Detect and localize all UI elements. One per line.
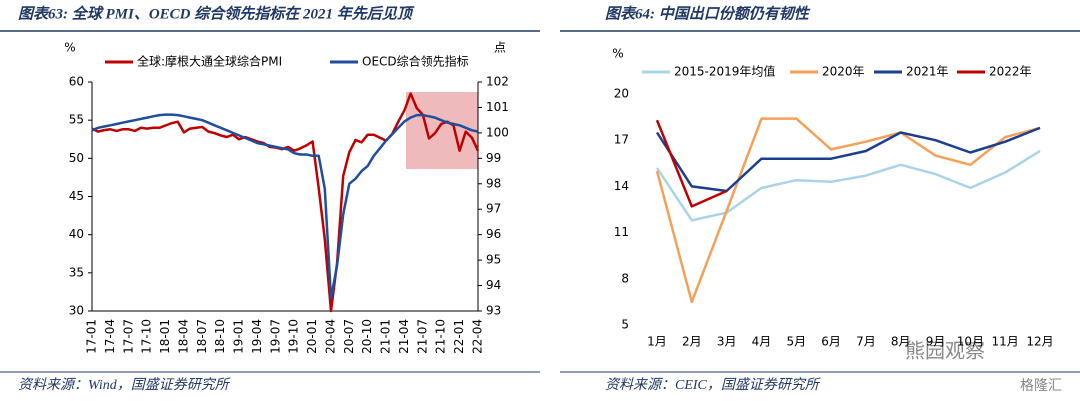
series-line xyxy=(91,113,479,300)
y-tick-label: 35 xyxy=(69,265,84,279)
y-tick-label: 50 xyxy=(69,151,84,165)
y-axis-label: % xyxy=(64,41,75,55)
x-tick-label: 5月 xyxy=(786,335,806,349)
y-tick-label: 14 xyxy=(614,179,629,193)
x-tick-label: 9月 xyxy=(926,335,946,349)
y2-tick-label: 99 xyxy=(486,151,501,165)
x-tick-label: 8月 xyxy=(891,335,911,349)
y-tick-label: 11 xyxy=(614,225,629,239)
legend-label: 2020年 xyxy=(822,65,865,79)
chart-title: 图表64: 中国出口份额仍有韧性 xyxy=(605,5,811,22)
x-tick-label: 21-07 xyxy=(415,319,429,354)
watermark: 格隆汇 xyxy=(1020,378,1062,394)
legend-label: OECD综合领先指标 xyxy=(362,54,469,69)
x-tick-label: 10月 xyxy=(957,335,984,349)
y2-tick-label: 94 xyxy=(486,278,501,292)
series-line xyxy=(655,126,1041,193)
x-tick-label: 17-01 xyxy=(85,319,99,354)
x-tick-label: 20-01 xyxy=(305,319,319,354)
x-tick-label: 3月 xyxy=(717,335,737,349)
x-tick-label: 17-10 xyxy=(140,319,154,354)
x-tick-label: 21-10 xyxy=(434,319,448,354)
y-tick-label: 60 xyxy=(69,75,84,89)
x-tick-label: 19-10 xyxy=(287,319,301,354)
y-tick-label: 40 xyxy=(69,227,84,241)
y2-tick-label: 95 xyxy=(486,253,501,267)
y2-tick-label: 93 xyxy=(486,304,501,318)
x-tick-label: 19-07 xyxy=(268,319,282,354)
x-tick-label: 21-04 xyxy=(397,319,411,354)
series-line xyxy=(655,119,728,208)
x-tick-label: 7月 xyxy=(856,335,876,349)
series-line xyxy=(655,149,1041,222)
x-tick-label: 18-01 xyxy=(158,319,172,354)
y-tick-label: 20 xyxy=(614,87,629,101)
x-tick-label: 21-01 xyxy=(379,319,393,354)
legend-label: 2022年 xyxy=(989,65,1032,79)
legend-label: 全球:摩根大通全球综合PMI xyxy=(137,54,282,69)
y2-tick-label: 100 xyxy=(486,125,509,139)
x-tick-label: 22-01 xyxy=(452,319,466,354)
series-line xyxy=(655,117,1041,304)
y2-tick-label: 102 xyxy=(486,75,509,89)
x-tick-label: 22-04 xyxy=(471,319,485,354)
x-tick-label: 12月 xyxy=(1026,335,1053,349)
y-tick-label: 30 xyxy=(69,304,84,318)
x-tick-label: 20-07 xyxy=(342,319,356,354)
legend-label: 2015-2019年均值 xyxy=(674,64,775,79)
x-tick-label: 19-01 xyxy=(232,319,246,354)
x-tick-label: 18-10 xyxy=(213,319,227,354)
y-tick-label: 8 xyxy=(621,271,629,285)
x-tick-label: 4月 xyxy=(752,335,772,349)
x-tick-label: 20-04 xyxy=(323,319,337,354)
y2-tick-label: 96 xyxy=(486,227,501,241)
x-tick-label: 11月 xyxy=(992,335,1019,349)
y-tick-label: 17 xyxy=(614,133,629,147)
y-tick-label: 55 xyxy=(69,113,84,127)
source-note: 资料来源：CEIC，国盛证券研究所 xyxy=(605,377,821,393)
y2-tick-label: 98 xyxy=(486,176,501,190)
x-tick-label: 6月 xyxy=(821,335,841,349)
highlight-area xyxy=(406,92,478,169)
x-tick-label: 2月 xyxy=(682,335,702,349)
x-tick-label: 17-04 xyxy=(103,319,117,354)
x-tick-label: 1月 xyxy=(647,335,667,349)
y-tick-label: 45 xyxy=(69,189,84,203)
x-tick-label: 19-04 xyxy=(250,319,264,354)
y2-tick-label: 101 xyxy=(486,100,509,114)
y2-axis-label: 点 xyxy=(494,41,506,55)
source-note: 资料来源：Wind，国盛证券研究所 xyxy=(18,377,231,393)
legend-label: 2021年 xyxy=(906,65,949,79)
chart-title: 图表63: 全球 PMI、OECD 综合领先指标在 2021 年先后见顶 xyxy=(18,4,415,22)
y-axis-label: % xyxy=(612,47,623,61)
x-tick-label: 20-10 xyxy=(360,319,374,354)
watermark: 熊园观察 xyxy=(905,339,985,363)
x-tick-label: 18-04 xyxy=(176,319,190,354)
x-tick-label: 18-07 xyxy=(195,319,209,354)
y-tick-label: 5 xyxy=(621,318,629,332)
y2-tick-label: 97 xyxy=(486,202,501,216)
x-tick-label: 17-07 xyxy=(121,319,135,354)
